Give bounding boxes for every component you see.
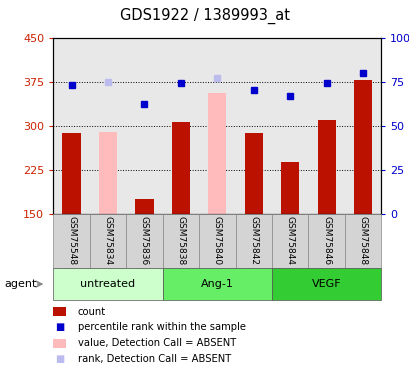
Bar bbox=[208, 93, 226, 214]
Text: GSM75848: GSM75848 bbox=[358, 216, 367, 266]
Text: GSM75834: GSM75834 bbox=[103, 216, 112, 266]
Text: GDS1922 / 1389993_at: GDS1922 / 1389993_at bbox=[120, 8, 289, 24]
Text: GSM75836: GSM75836 bbox=[139, 216, 148, 266]
Bar bbox=[281, 162, 299, 214]
Text: Ang-1: Ang-1 bbox=[200, 279, 233, 289]
Text: rank, Detection Call = ABSENT: rank, Detection Call = ABSENT bbox=[78, 354, 231, 364]
Text: value, Detection Call = ABSENT: value, Detection Call = ABSENT bbox=[78, 338, 236, 348]
Text: GSM75846: GSM75846 bbox=[321, 216, 330, 266]
Bar bbox=[62, 133, 81, 214]
Text: agent: agent bbox=[4, 279, 36, 289]
Text: GSM75844: GSM75844 bbox=[285, 216, 294, 266]
Bar bbox=[99, 132, 117, 214]
Bar bbox=[135, 199, 153, 214]
Text: GSM75840: GSM75840 bbox=[212, 216, 221, 266]
Text: ■: ■ bbox=[55, 354, 64, 364]
Text: GSM75548: GSM75548 bbox=[67, 216, 76, 266]
Text: percentile rank within the sample: percentile rank within the sample bbox=[78, 322, 245, 332]
Bar bbox=[353, 80, 371, 214]
Text: GSM75842: GSM75842 bbox=[249, 216, 258, 266]
Text: VEGF: VEGF bbox=[311, 279, 341, 289]
Text: GSM75838: GSM75838 bbox=[176, 216, 185, 266]
Text: untreated: untreated bbox=[80, 279, 135, 289]
Text: count: count bbox=[78, 307, 106, 316]
Text: ■: ■ bbox=[55, 322, 64, 332]
Bar bbox=[171, 122, 189, 214]
Bar bbox=[244, 133, 262, 214]
Bar bbox=[317, 120, 335, 214]
